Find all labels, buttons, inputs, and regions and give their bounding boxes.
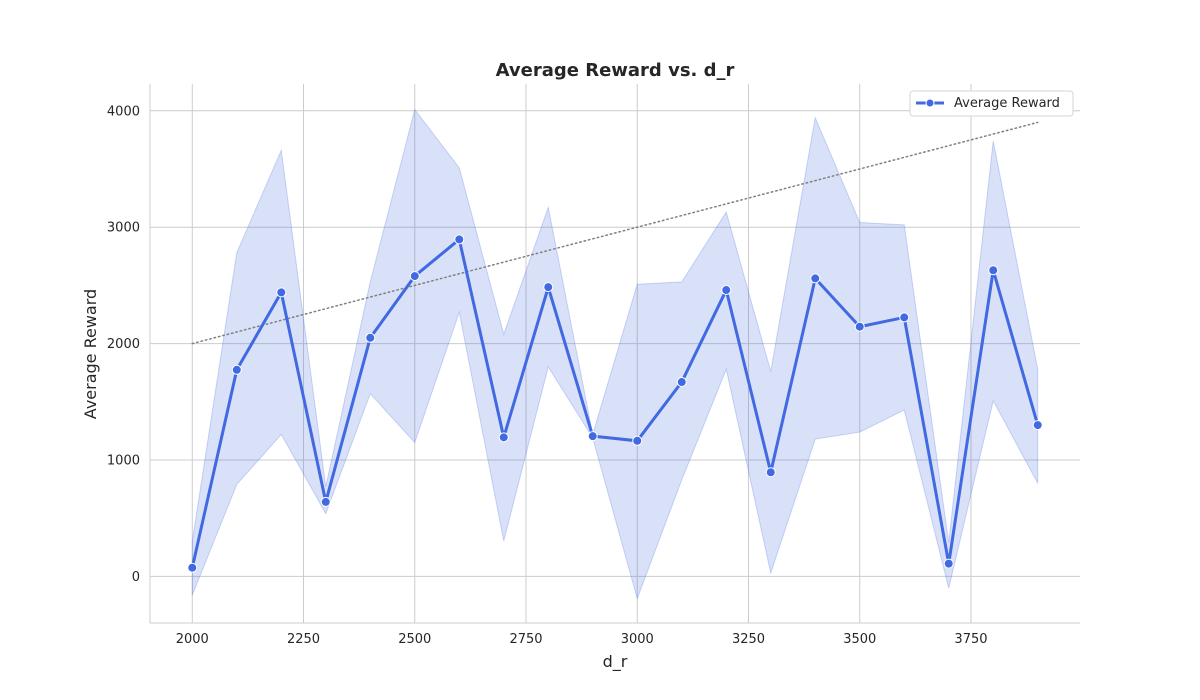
y-tick-label: 3000 — [107, 221, 140, 236]
data-point — [498, 432, 509, 443]
x-tick-label: 2750 — [509, 632, 542, 647]
x-axis-label: d_r — [603, 652, 628, 672]
data-point — [543, 282, 554, 293]
data-point — [231, 364, 242, 375]
legend-marker-swatch — [925, 98, 935, 108]
x-tick-label: 2500 — [398, 632, 431, 647]
data-point — [587, 431, 598, 442]
trend-line-layer — [191, 121, 1039, 345]
data-point — [187, 562, 198, 573]
data-point — [1032, 420, 1043, 431]
series-line-layer — [190, 237, 1040, 569]
data-point — [276, 287, 287, 298]
y-tick-label: 0 — [132, 570, 140, 585]
data-point — [365, 332, 376, 343]
data-point — [632, 435, 643, 446]
x-tick-label: 3750 — [954, 632, 987, 647]
data-point — [854, 321, 865, 332]
tick-labels: 2000 2250 2500 2750 3000 3250 3500 3750 0 1000 200… — [107, 104, 988, 647]
data-point — [899, 312, 910, 323]
y-axis-label: Average Reward — [81, 289, 100, 419]
confidence-band — [191, 108, 1039, 601]
x-tick-label: 3250 — [732, 632, 765, 647]
data-point — [721, 285, 732, 296]
axes — [149, 84, 1080, 624]
chart-title: Average Reward vs. d_r — [496, 60, 735, 81]
y-tick-label: 2000 — [107, 337, 140, 352]
trend-line — [191, 121, 1039, 345]
y-tick-label: 4000 — [107, 104, 140, 119]
series-line — [190, 237, 1040, 569]
data-point — [409, 271, 420, 282]
y-tick-label: 1000 — [107, 454, 140, 469]
legend: Average Reward — [909, 90, 1074, 117]
legend-label: Average Reward — [954, 96, 1060, 111]
data-point — [676, 377, 687, 388]
x-tick-label: 3500 — [843, 632, 876, 647]
data-point — [810, 273, 821, 284]
x-tick-label: 2250 — [287, 632, 320, 647]
data-point — [765, 467, 776, 478]
series-point-layer — [187, 234, 1043, 573]
x-tick-label: 2000 — [176, 632, 209, 647]
data-point — [988, 265, 999, 276]
data-point — [943, 558, 954, 569]
x-tick-label: 3000 — [621, 632, 654, 647]
data-point — [454, 234, 465, 245]
confidence-band-layer — [191, 108, 1039, 601]
legend-box — [909, 90, 1074, 117]
data-point — [320, 496, 331, 507]
